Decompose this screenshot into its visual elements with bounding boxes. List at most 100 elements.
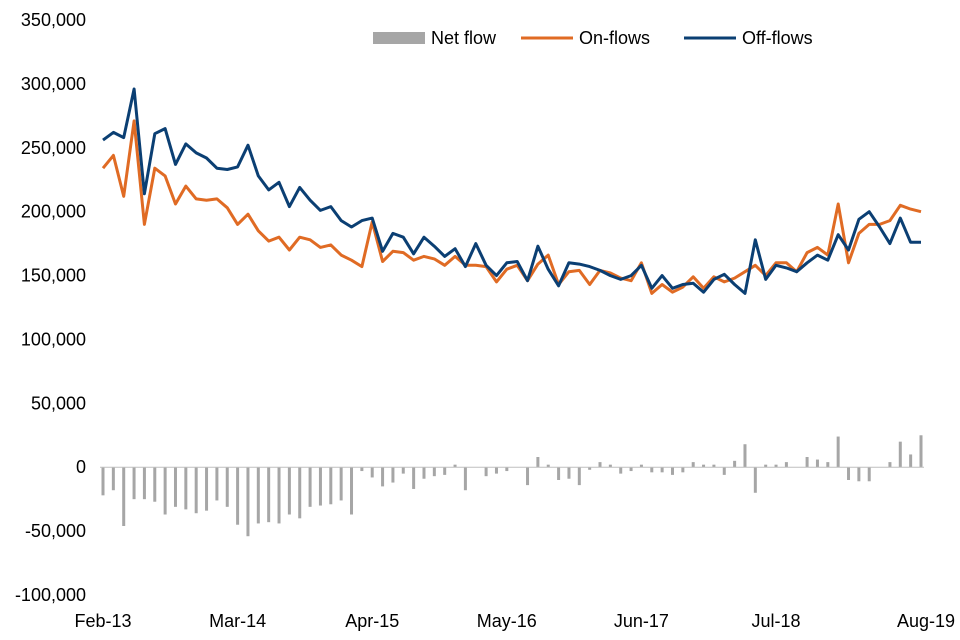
- net-flow-bar: [318, 467, 322, 506]
- net-flow-bar: [381, 467, 385, 487]
- net-flow-bar: [153, 467, 157, 502]
- y-tick-label: -100,000: [15, 585, 86, 605]
- net-flow-bar: [163, 467, 167, 515]
- net-flow-bar: [287, 467, 291, 515]
- net-flow-bar: [422, 467, 426, 479]
- y-tick-label: 50,000: [31, 393, 86, 413]
- net-flow-bar: [660, 467, 664, 473]
- net-flow-bar: [215, 467, 219, 501]
- net-flow-bar: [526, 467, 530, 486]
- net-flow-bar: [815, 459, 819, 468]
- net-flow-bar: [639, 464, 643, 468]
- net-flow-bar: [577, 467, 581, 486]
- x-tick-label: Mar-14: [209, 611, 266, 631]
- net-flow-bar: [826, 462, 830, 468]
- on-flows-line: [101, 119, 922, 295]
- net-flow-bar: [339, 467, 343, 501]
- net-flow-bar: [598, 462, 602, 468]
- net-flow-bar: [463, 467, 467, 491]
- net-flow-bar: [909, 454, 913, 468]
- net-flow-bar: [805, 457, 809, 468]
- net-flow-bar: [536, 457, 540, 468]
- net-flow-bar: [350, 467, 354, 515]
- net-flow-bar: [588, 467, 592, 470]
- net-flow-bar: [847, 467, 851, 480]
- net-flow-bar: [722, 467, 726, 475]
- legend-off-flows-label: Off-flows: [742, 28, 813, 48]
- y-tick-label: 350,000: [21, 10, 86, 30]
- net-flow-bar: [443, 467, 447, 475]
- net-flow-bar: [670, 467, 674, 475]
- net-flow-bar: [391, 467, 395, 483]
- off-flows-line: [102, 87, 921, 295]
- x-axis-ticks: Feb-13 Mar-14 Apr-15 May-16 Jun-17 Jul-18 Aug-…: [74, 611, 955, 631]
- net-flow-bar: [194, 467, 198, 514]
- net-flow-bar: [629, 467, 633, 472]
- net-flow-bar: [277, 467, 281, 524]
- y-tick-label: 0: [76, 457, 86, 477]
- y-tick-label: 300,000: [21, 74, 86, 94]
- net-flow-bar: [184, 467, 188, 510]
- net-flow-bar: [898, 441, 902, 468]
- net-flow-bar: [173, 467, 177, 507]
- net-flow-bar: [246, 467, 250, 537]
- net-flow-bar: [681, 467, 685, 473]
- net-flow-bar: [298, 467, 302, 519]
- net-flow-bar: [733, 460, 737, 468]
- net-flow-bar: [774, 464, 778, 468]
- net-flow-bar: [370, 467, 374, 478]
- net-flow-bar: [784, 462, 788, 468]
- net-flow-bar: [256, 467, 260, 524]
- net-flow-bar: [308, 467, 312, 507]
- net-flow-bar: [360, 467, 364, 472]
- y-axis-ticks: -100,000 -50,000 0 50,000 100,000 150,000 200,…: [15, 10, 86, 605]
- net-flow-bar: [546, 464, 550, 468]
- net-flow-bar: [608, 464, 612, 468]
- net-flow-bar: [142, 467, 146, 500]
- net-flow-bar: [691, 462, 695, 468]
- y-tick-label: 200,000: [21, 202, 86, 222]
- net-flow-bar: [267, 467, 271, 523]
- legend: Net flow On-flows Off-flows: [373, 28, 813, 48]
- net-flow-bar: [132, 467, 136, 500]
- net-flow-bar: [432, 467, 436, 477]
- x-tick-label: Jun-17: [614, 611, 669, 631]
- net-flow-bar: [412, 467, 416, 489]
- x-tick-label: Apr-15: [345, 611, 399, 631]
- net-flow-bar: [650, 467, 654, 473]
- x-tick-label: May-16: [477, 611, 537, 631]
- net-flow-bar: [702, 464, 706, 468]
- net-flow-bar: [753, 467, 757, 493]
- net-flow-bar: [453, 464, 457, 468]
- legend-on-flows-label: On-flows: [579, 28, 650, 48]
- net-flow-bar: [111, 467, 115, 491]
- x-tick-label: Feb-13: [74, 611, 131, 631]
- net-flow-bar: [101, 467, 105, 496]
- net-flow-bar: [567, 467, 571, 479]
- y-tick-label: -50,000: [25, 521, 86, 541]
- net-flow-bar: [236, 467, 240, 525]
- net-flow-bar: [764, 464, 768, 468]
- net-flow-bar: [505, 467, 509, 472]
- y-tick-label: 100,000: [21, 329, 86, 349]
- net-flow-bar: [557, 467, 561, 480]
- net-flow-bar: [225, 467, 229, 507]
- net-flow-bar: [888, 462, 892, 468]
- legend-net-flow-swatch: [373, 32, 425, 44]
- net-flow-bar: [919, 435, 923, 468]
- net-flow-bar: [494, 467, 498, 474]
- net-flow-bar: [619, 467, 623, 474]
- x-tick-label: Aug-19: [897, 611, 955, 631]
- net-flow-bar: [857, 467, 861, 482]
- legend-net-flow-label: Net flow: [431, 28, 497, 48]
- net-flow-bar: [836, 436, 840, 468]
- net-flow-bar: [712, 464, 716, 468]
- net-flow-bar: [743, 444, 747, 468]
- y-tick-label: 250,000: [21, 138, 86, 158]
- net-flow-bar: [205, 467, 209, 511]
- net-flow-bar: [401, 467, 405, 474]
- net-flow-bar: [867, 467, 871, 482]
- net-flow-bar: [484, 467, 488, 477]
